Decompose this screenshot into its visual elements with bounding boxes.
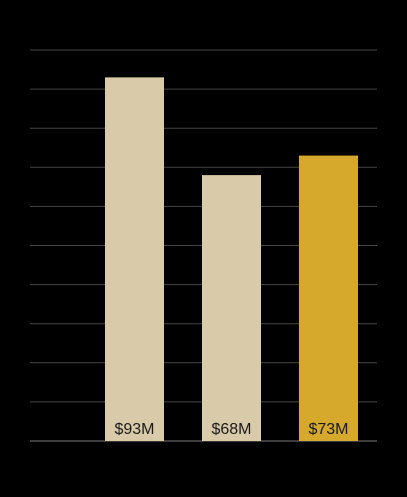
value-label: $68M xyxy=(211,421,251,438)
bar xyxy=(202,175,261,441)
bar xyxy=(105,77,164,442)
value-label: $73M xyxy=(308,421,348,438)
bar xyxy=(299,155,358,441)
value-label: $93M xyxy=(114,421,154,438)
